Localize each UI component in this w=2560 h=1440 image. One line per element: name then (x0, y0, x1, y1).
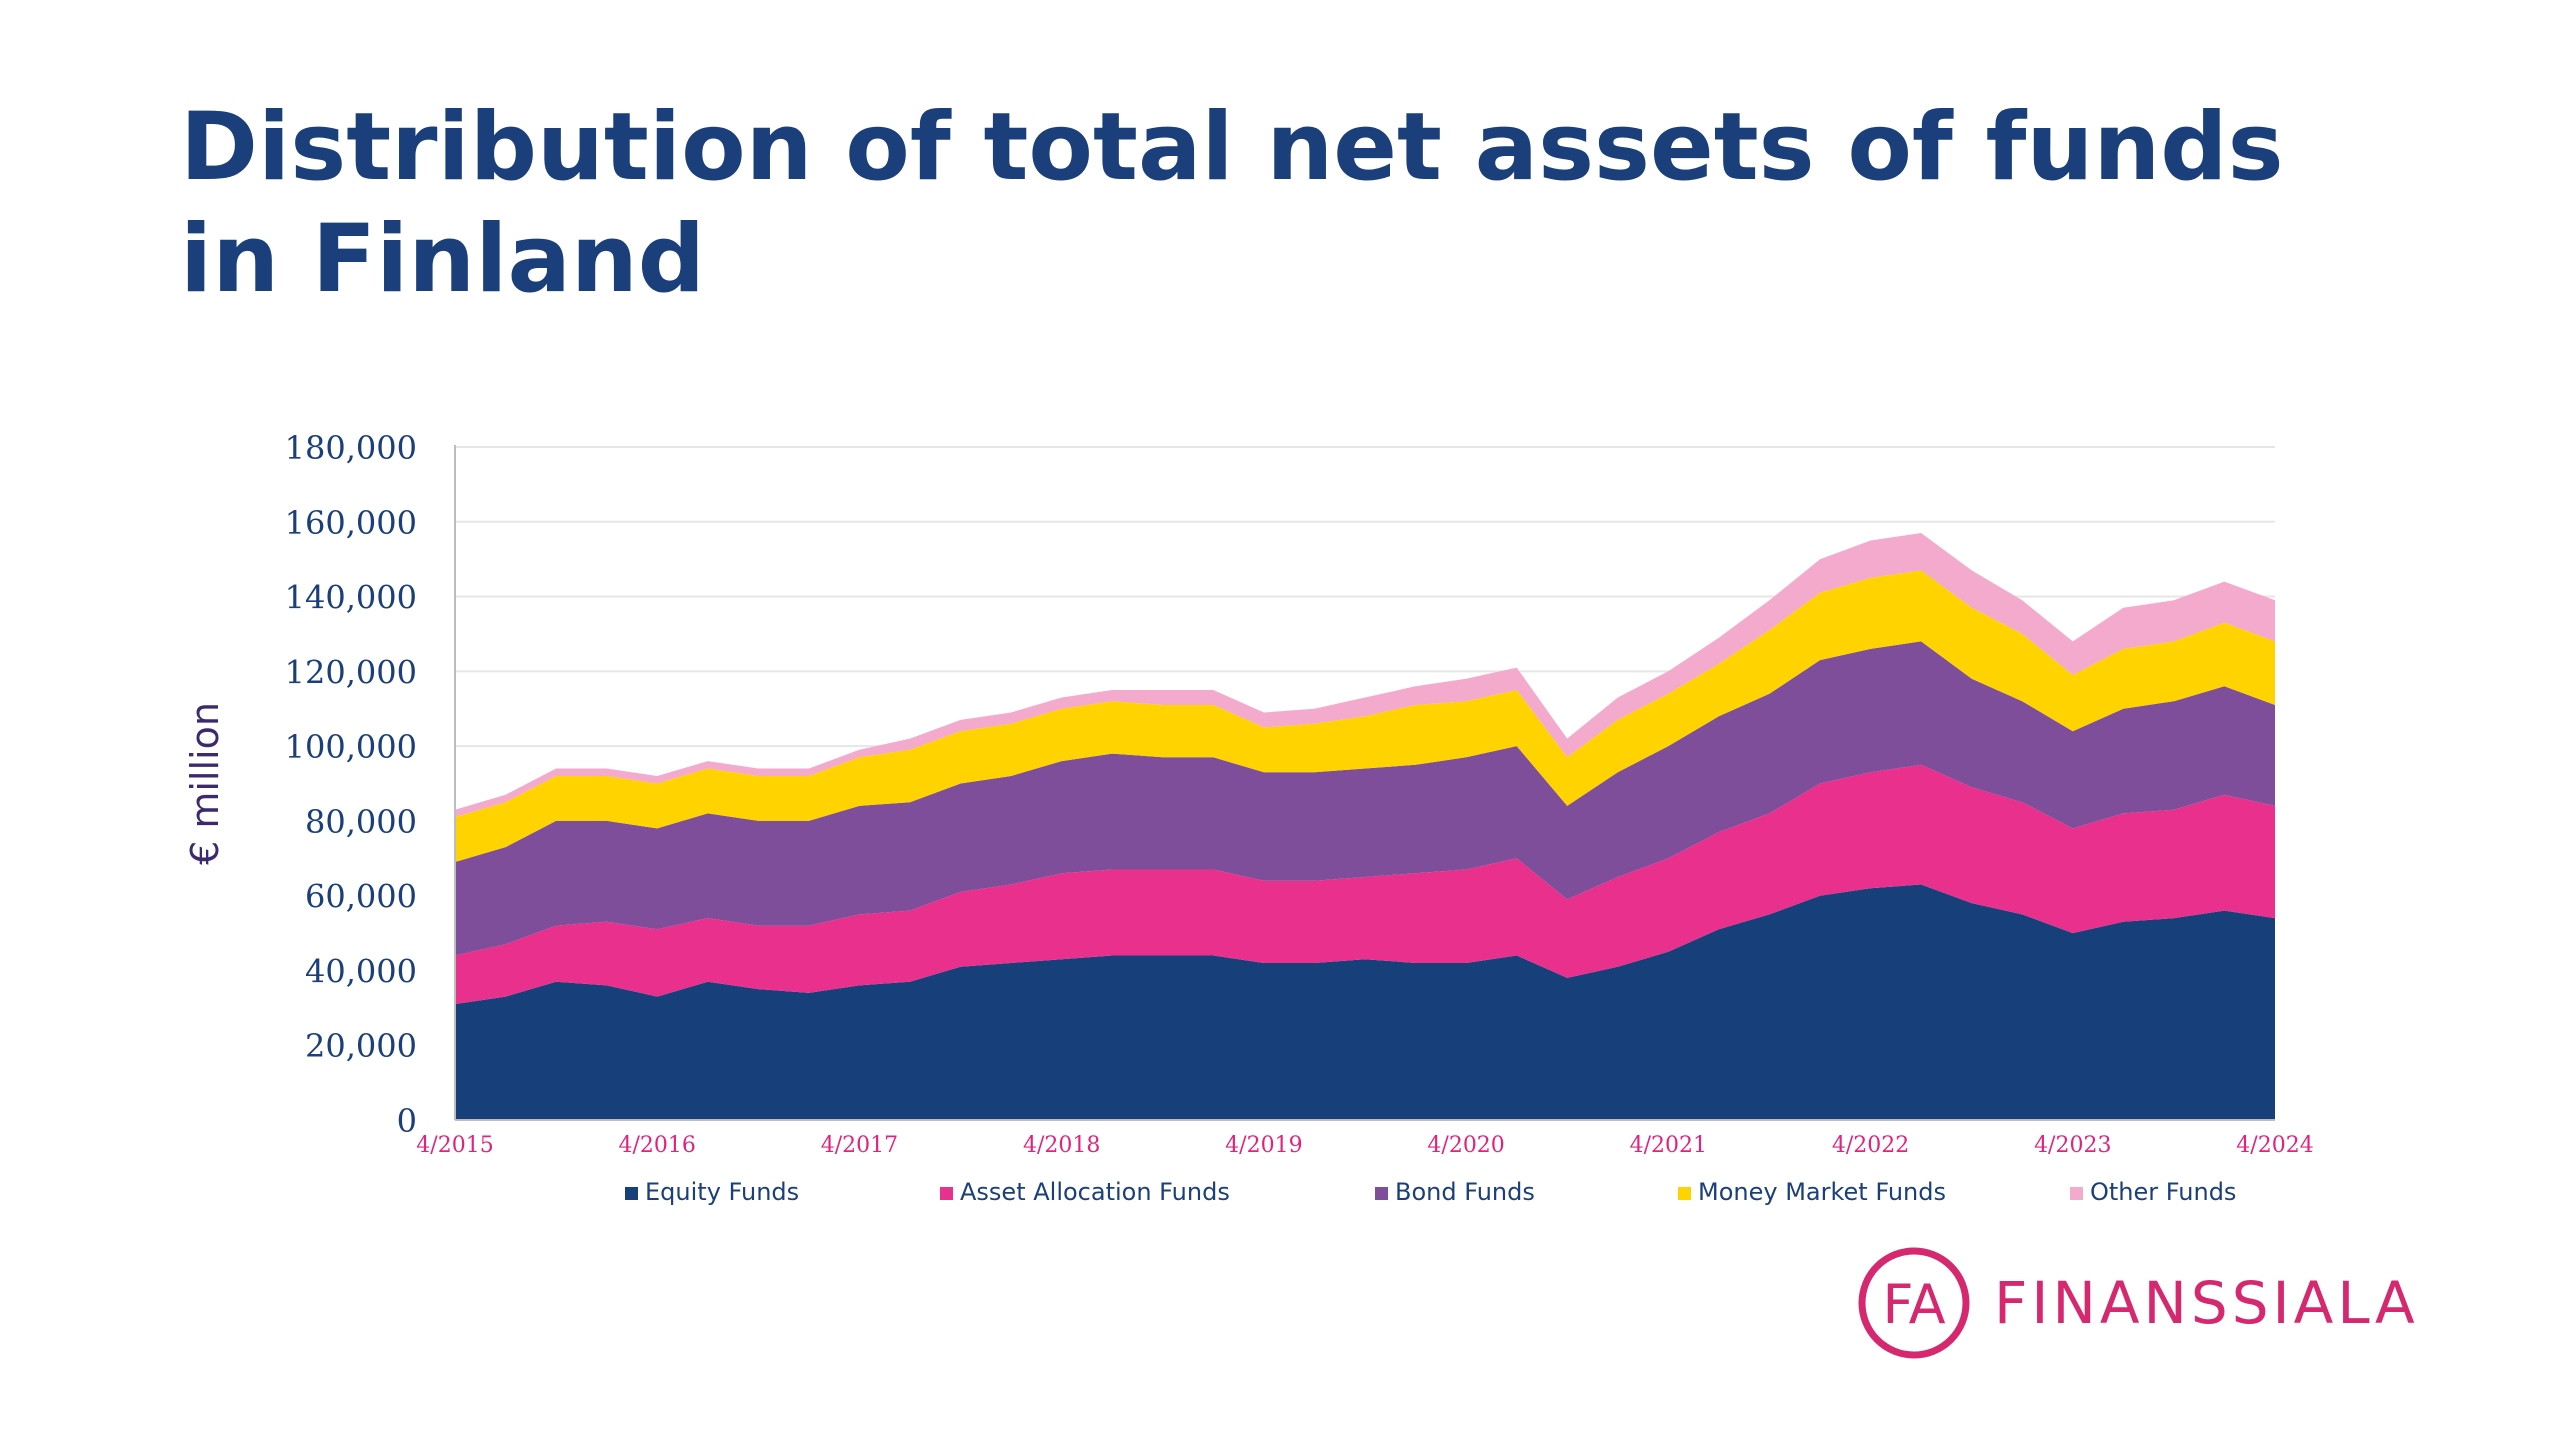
x-tick-label: 4/2022 (1832, 1133, 1909, 1158)
legend-swatch (940, 1187, 953, 1200)
y-tick-label: 0 (397, 1102, 417, 1140)
legend-item: Money Market Funds (1678, 1178, 1946, 1206)
y-axis-label: € million (183, 702, 227, 865)
y-tick-label: 120,000 (285, 653, 417, 691)
y-tick-label: 20,000 (305, 1027, 417, 1065)
legend-label: Bond Funds (1395, 1178, 1535, 1206)
legend-label: Asset Allocation Funds (960, 1178, 1230, 1206)
legend-item: Asset Allocation Funds (940, 1178, 1230, 1206)
legend-label: Money Market Funds (1698, 1178, 1946, 1206)
legend-label: Equity Funds (645, 1178, 799, 1206)
logo-mark-icon: FA (1858, 1247, 1970, 1359)
legend-swatch (1375, 1187, 1388, 1200)
logo-mark-letters: FA (1882, 1273, 1945, 1336)
logo-wordmark: FINANSSIALA (1994, 1269, 2419, 1337)
legend-label: Other Funds (2090, 1178, 2236, 1206)
x-tick-label: 4/2020 (1427, 1133, 1504, 1158)
x-tick-label: 4/2017 (821, 1133, 898, 1158)
legend-item: Bond Funds (1375, 1178, 1535, 1206)
y-tick-label: 60,000 (305, 878, 417, 916)
x-tick-labels: 4/2015 4/2016 4/2017 4/2018 4/2019 4/2020 4/20… (416, 1133, 2313, 1158)
x-tick-label: 4/2019 (1225, 1133, 1302, 1158)
x-tick-label: 4/2024 (2236, 1133, 2313, 1158)
x-tick-label: 4/2018 (1023, 1133, 1100, 1158)
y-tick-label: 160,000 (285, 504, 417, 542)
legend-swatch (1678, 1187, 1691, 1200)
y-tick-label: 140,000 (285, 579, 417, 617)
y-tick-label: 40,000 (305, 952, 417, 990)
x-tick-label: 4/2023 (2034, 1133, 2111, 1158)
series-area-bond-funds (455, 641, 2275, 956)
x-tick-label: 4/2015 (416, 1133, 493, 1158)
y-tick-labels: 0 20,000 40,000 60,000 80,000 100,000 120,000 1… (285, 429, 417, 1140)
legend-swatch (625, 1187, 638, 1200)
series-areas (455, 533, 2275, 1120)
y-tick-label: 100,000 (285, 728, 417, 766)
axes (454, 445, 2275, 1121)
legend: Equity Funds Asset Allocation Funds Bond F… (625, 1178, 2236, 1206)
series-area-asset-allocation-funds (455, 764, 2275, 1005)
series-area-equity-funds (455, 884, 2275, 1120)
legend-item: Equity Funds (625, 1178, 799, 1206)
finanssiala-logo: FA FINANSSIALA (1854, 1243, 2474, 1363)
legend-item: Other Funds (2070, 1178, 2236, 1206)
series-area-other-funds (455, 533, 2275, 818)
y-tick-label: 80,000 (305, 803, 417, 841)
x-tick-label: 4/2021 (1630, 1133, 1707, 1158)
x-tick-label: 4/2016 (619, 1133, 696, 1158)
legend-swatch (2070, 1187, 2083, 1200)
page-title: Distribution of total net assets of fund… (180, 93, 2284, 314)
y-tick-label: 180,000 (285, 429, 417, 467)
